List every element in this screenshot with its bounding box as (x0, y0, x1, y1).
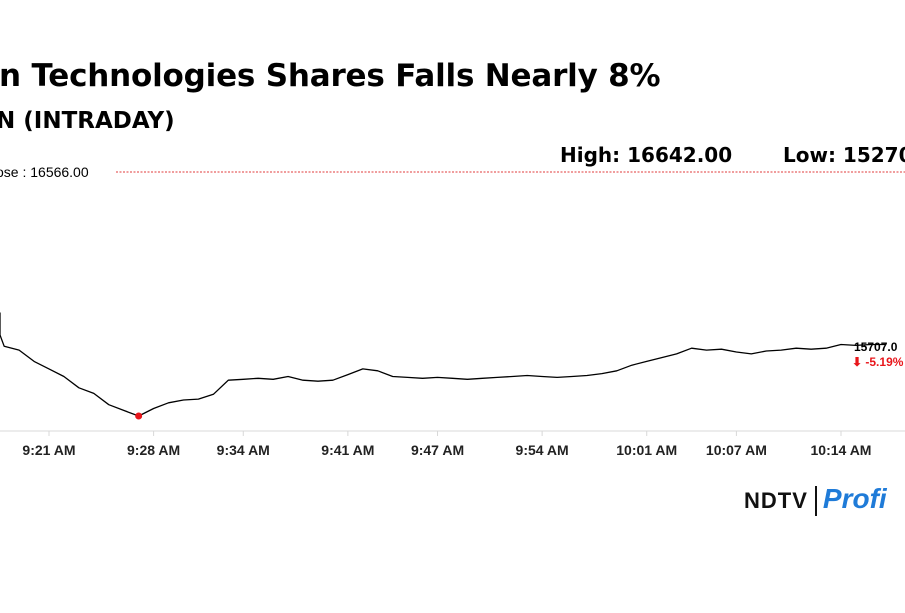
x-tick-label: 9:47 AM (411, 442, 464, 458)
ndtv-profit-logo: NDTV Profi (744, 483, 887, 519)
x-tick-label: 10:07 AM (706, 442, 767, 458)
x-tick-label: 9:34 AM (217, 442, 270, 458)
logo-separator (814, 485, 817, 516)
x-tick-label: 10:14 AM (811, 442, 872, 458)
x-tick-label: 9:54 AM (516, 442, 569, 458)
logo-ndtv-text: NDTV (744, 488, 808, 513)
change-label: ⬇ -5.19% (852, 355, 904, 369)
x-tick-label: 9:28 AM (127, 442, 180, 458)
logo-profit-text: Profi (822, 483, 887, 514)
low-label: Low: 15270 (783, 143, 905, 167)
high-label: High: 16642.00 (560, 143, 733, 167)
chart-subtitle: N (INTRADAY) (0, 108, 175, 134)
x-tick-label: 9:41 AM (321, 442, 374, 458)
low-marker-dot (135, 412, 143, 420)
chart-title: n Technologies Shares Falls Nearly 8% (0, 58, 661, 94)
last-value-label: 15707.0 (854, 340, 898, 354)
x-tick-label: 9:21 AM (22, 442, 75, 458)
x-tick-label: 10:01 AM (616, 442, 677, 458)
x-axis-ticks: 9:21 AM 9:28 AM 9:34 AM 9:41 AM 9:47 AM 9:54 … (22, 431, 871, 458)
prev-close-label: ose : 16566.00 (0, 164, 89, 180)
price-line (0, 312, 886, 417)
